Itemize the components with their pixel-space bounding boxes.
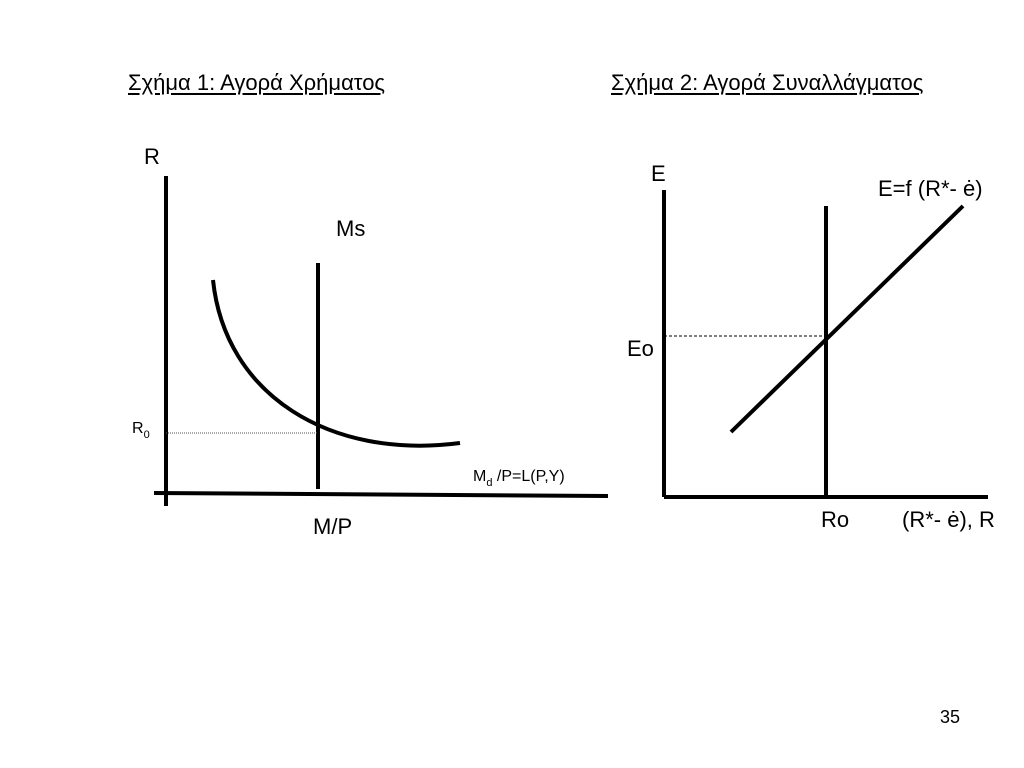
figure2-y-axis-label: E [651, 161, 666, 186]
exchange-rate-curve-label: E=f (R*- ė) [878, 176, 983, 201]
figure1-y-axis-label: R [144, 144, 160, 169]
figure1-title: Σχήμα 1: Αγορά Χρήματος [128, 70, 386, 95]
figure1-x-axis-label: M/P [313, 514, 352, 539]
money-demand-label-sub: d [486, 477, 492, 489]
money-demand-label: Md /P=L(P,Y) [473, 468, 565, 489]
ro-label: Ro [821, 507, 849, 532]
figure1-diagram: R M/P Ms R0 Md /P=L(P,Y) [132, 144, 609, 539]
money-demand-label-base: M [473, 468, 486, 485]
r0-label-base: R [132, 420, 144, 437]
money-supply-label: Ms [336, 216, 365, 241]
figure2-title: Σχήμα 2: Αγορά Συναλλάγματος [611, 70, 924, 95]
r0-label: R0 [132, 420, 150, 441]
money-demand-label-rest: /P=L(P,Y) [492, 468, 564, 485]
figure1-x-axis [153, 491, 609, 498]
r0-label-sub: 0 [144, 429, 150, 441]
eo-label: Eo [627, 336, 654, 361]
money-demand-curve [211, 279, 461, 448]
figure2-diagram: E E=f (R*- ė) Eo Ro (R*- ė), R [627, 161, 995, 532]
figure2-x-axis-label: (R*- ė), R [902, 507, 995, 532]
exchange-rate-curve [729, 204, 965, 434]
page-number: 35 [940, 707, 961, 727]
